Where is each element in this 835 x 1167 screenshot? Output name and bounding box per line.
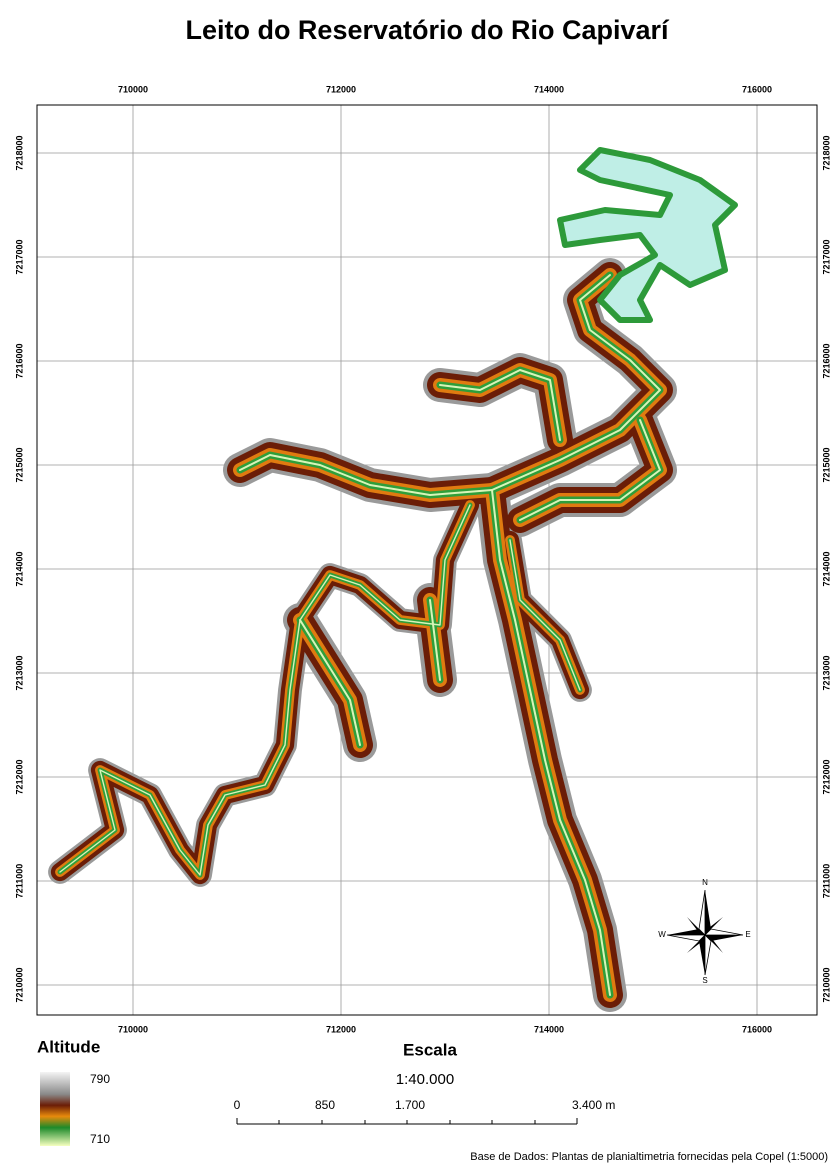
- y-tick-label: 7217000: [821, 239, 831, 274]
- compass-n: N: [702, 878, 708, 887]
- x-tick-label: 712000: [326, 84, 356, 94]
- x-tick-label: 712000: [326, 1024, 356, 1034]
- y-tick-label: 7216000: [14, 343, 24, 378]
- compass-w: W: [658, 930, 666, 939]
- x-tick-label: 710000: [118, 84, 148, 94]
- y-tick-label: 7214000: [14, 551, 24, 586]
- title: Leito do Reservatório do Rio Capivarí: [185, 15, 670, 45]
- y-tick-label: 7215000: [821, 447, 831, 482]
- x-tick-label: 716000: [742, 84, 772, 94]
- y-tick-label: 7210000: [821, 967, 831, 1002]
- x-tick-label: 710000: [118, 1024, 148, 1034]
- y-tick-label: 7211000: [14, 864, 24, 899]
- y-tick-label: 7211000: [821, 864, 831, 899]
- y-tick-label: 7218000: [14, 135, 24, 170]
- reservoir: [60, 150, 735, 995]
- scale-label: 850: [315, 1098, 335, 1112]
- map-page: Leito do Reservatório do Rio Capivarí N …: [0, 0, 835, 1167]
- scale-label: 1.700: [395, 1098, 425, 1112]
- y-tick-label: 7215000: [14, 447, 24, 482]
- y-tick-label: 7213000: [821, 655, 831, 690]
- x-tick-label: 714000: [534, 1024, 564, 1034]
- x-tick-label: 714000: [534, 84, 564, 94]
- source-note: Base de Dados: Plantas de planialtimetri…: [470, 1151, 828, 1163]
- compass-s: S: [702, 976, 707, 985]
- scale-label: 0: [234, 1098, 241, 1112]
- legend-title: Altitude: [37, 1037, 100, 1056]
- compass-e: E: [745, 930, 750, 939]
- y-tick-label: 7216000: [821, 343, 831, 378]
- y-tick-label: 7217000: [14, 239, 24, 274]
- legend-max: 790: [90, 1072, 110, 1086]
- x-tick-label: 716000: [742, 1024, 772, 1034]
- scale-bar: [237, 1118, 577, 1124]
- y-tick-label: 7214000: [821, 551, 831, 586]
- legend-ramp: [40, 1072, 70, 1146]
- scale-title: Escala: [403, 1040, 457, 1059]
- reservoir-arm: [60, 505, 470, 875]
- legend-min: 710: [90, 1132, 110, 1146]
- y-tick-label: 7213000: [14, 655, 24, 690]
- y-tick-label: 7218000: [821, 135, 831, 170]
- scale-ratio: 1:40.000: [396, 1071, 454, 1088]
- scale-label: 3.400 m: [572, 1098, 615, 1112]
- y-tick-label: 7212000: [821, 759, 831, 794]
- y-tick-label: 7210000: [14, 967, 24, 1002]
- north-arrow: N S W E: [658, 878, 750, 985]
- y-tick-label: 7212000: [14, 759, 24, 794]
